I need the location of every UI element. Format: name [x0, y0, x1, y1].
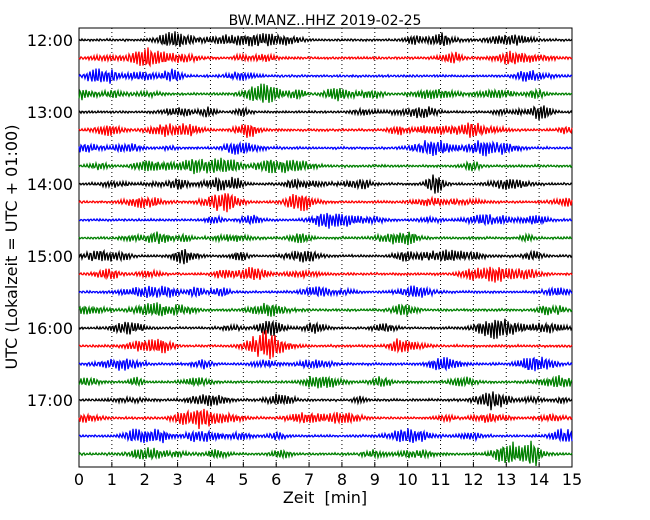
- trace-row-1430: [78, 212, 573, 229]
- y-tick-label: 15:00: [27, 247, 73, 266]
- y-tick-label: 17:00: [27, 391, 73, 410]
- x-tick-label: 11: [430, 470, 450, 489]
- x-tick-label: 10: [397, 470, 417, 489]
- x-axis-ticks: 0 1 2 3 4 5 6 7 8 9 10 11 12 13 14 15: [74, 462, 582, 489]
- trace-row-1315: [78, 122, 573, 138]
- x-tick-label: 14: [529, 470, 549, 489]
- x-tick-label: 7: [304, 470, 314, 489]
- trace-row-1530: [78, 285, 573, 299]
- trace-row-1230: [78, 68, 573, 84]
- x-tick-label: 6: [271, 470, 281, 489]
- x-tick-label: 15: [562, 470, 582, 489]
- y-tick-label: 12:00: [27, 31, 73, 50]
- plot-frame: [78, 27, 573, 468]
- trace-row-1600: [78, 318, 573, 340]
- trace-row-1500: [78, 248, 573, 265]
- trace-row-1245: [78, 83, 573, 103]
- x-axis-label: Zeit [min]: [283, 488, 367, 507]
- trace-row-1515: [78, 266, 573, 283]
- trace-row-1200: [78, 31, 573, 47]
- x-tick-label: 8: [337, 470, 347, 489]
- trace-row-1715: [78, 408, 573, 430]
- y-tick-label: 14:00: [27, 175, 73, 194]
- x-tick-label: 2: [140, 470, 150, 489]
- x-tick-label: 1: [107, 470, 117, 489]
- trace-row-1645: [78, 375, 573, 389]
- x-tick-label: 9: [370, 470, 380, 489]
- trace-row-1445: [78, 231, 573, 246]
- trace-row-1730: [78, 428, 573, 444]
- trace-row-1615: [78, 330, 573, 360]
- trace-row-1745: [78, 440, 573, 467]
- x-tick-label: 5: [238, 470, 248, 489]
- trace-row-1630: [78, 356, 573, 372]
- y-axis-ticks: 12:00 13:00 14:00 15:00 16:00 17:00: [27, 31, 84, 410]
- trace-row-1300: [78, 105, 573, 120]
- y-tick-label: 16:00: [27, 319, 73, 338]
- x-tick-label: 0: [74, 470, 84, 489]
- trace-row-1345: [78, 157, 573, 175]
- x-tick-label: 12: [463, 470, 483, 489]
- seismic-traces: [78, 31, 573, 467]
- trace-row-1215: [78, 47, 573, 68]
- x-tick-label: 3: [173, 470, 183, 489]
- trace-row-1330: [78, 140, 573, 157]
- trace-row-1545: [78, 302, 573, 318]
- y-tick-label: 13:00: [27, 103, 73, 122]
- y-axis-label: UTC (Lokalzeit = UTC + 01:00): [2, 125, 21, 370]
- x-tick-label: 13: [496, 470, 516, 489]
- trace-row-1415: [78, 193, 573, 213]
- trace-row-1700: [78, 391, 573, 411]
- x-tick-label: 4: [205, 470, 215, 489]
- chart-title: BW.MANZ..HHZ 2019-02-25: [229, 13, 422, 29]
- trace-row-1400: [78, 174, 573, 194]
